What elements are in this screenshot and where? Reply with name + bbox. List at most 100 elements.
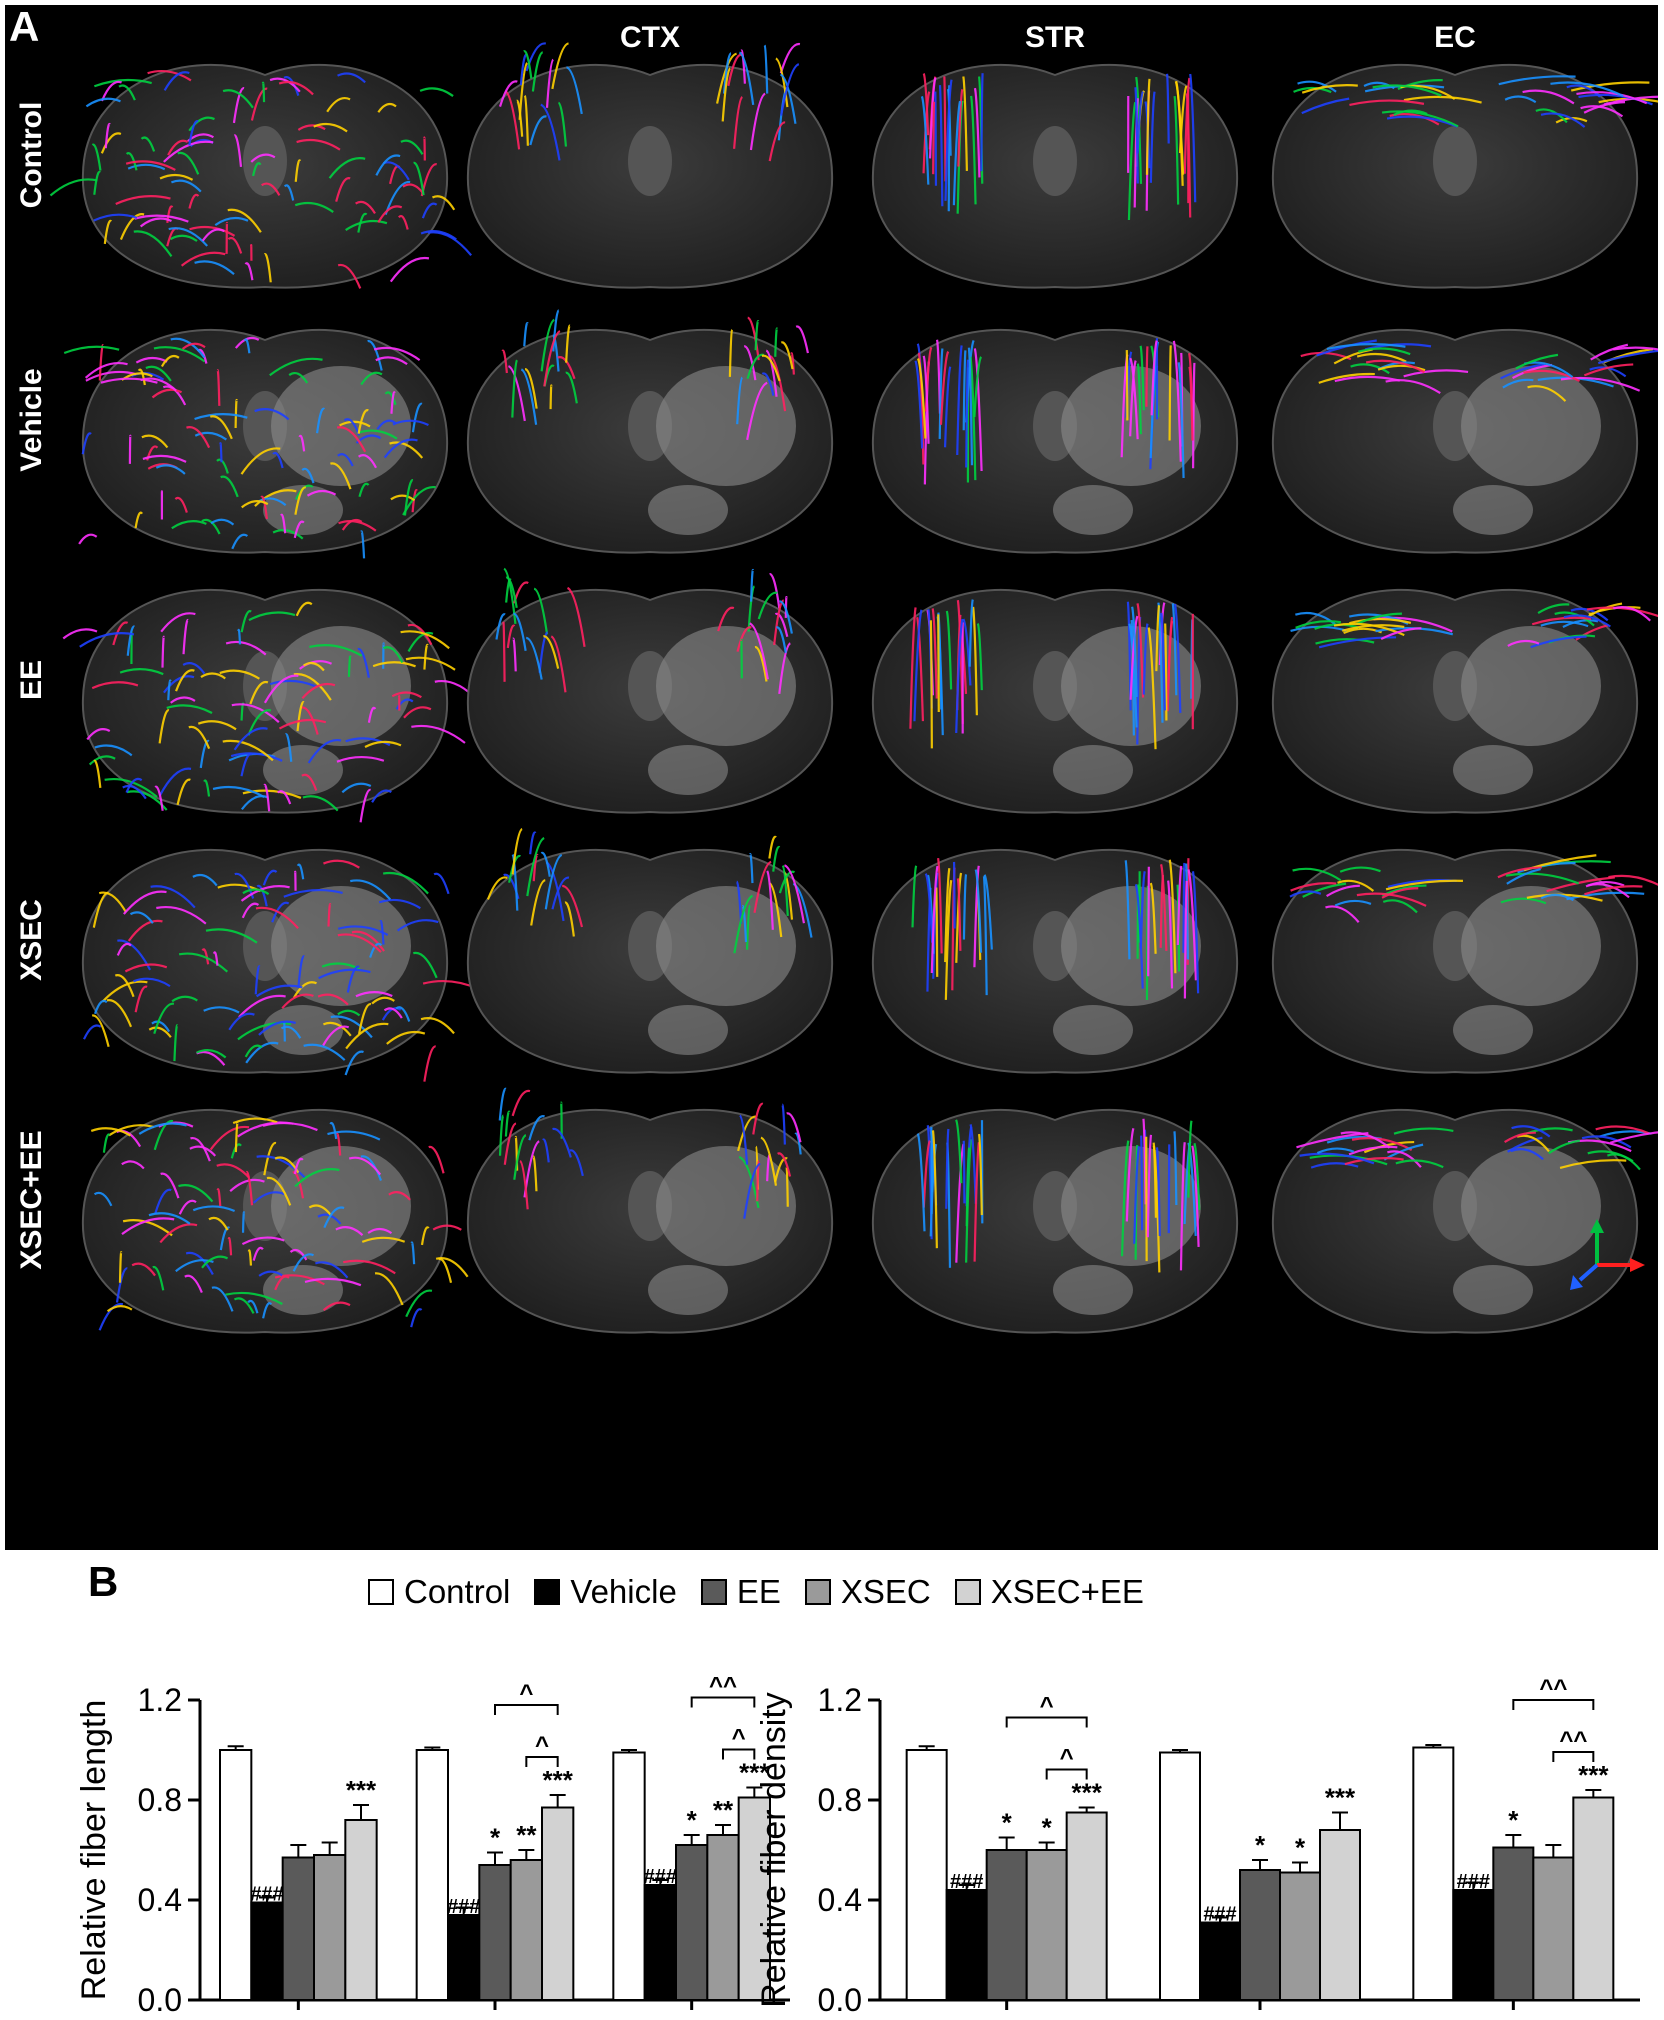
fiber (1350, 363, 1390, 375)
fiber (1142, 623, 1149, 695)
fiber (1500, 362, 1546, 380)
fiber (1612, 346, 1658, 351)
fiber (552, 1127, 572, 1158)
fiber (299, 660, 332, 670)
fiber (937, 614, 940, 713)
fiber (733, 95, 744, 149)
fiber (760, 1136, 778, 1186)
fiber (142, 454, 187, 463)
fiber (234, 1121, 239, 1153)
fiber (138, 1122, 187, 1135)
fiber (495, 613, 506, 640)
fiber (201, 518, 221, 535)
fiber (203, 779, 211, 797)
fiber (151, 388, 183, 399)
fiber (1563, 614, 1611, 628)
fiber (337, 453, 354, 467)
fiber (209, 415, 233, 440)
lesion-area (1453, 1005, 1533, 1055)
row-label: Control (15, 102, 48, 209)
fiber (1140, 1135, 1144, 1231)
fiber (317, 1213, 342, 1225)
lesion-area (1461, 626, 1601, 746)
fiber (382, 871, 429, 895)
fiber (402, 183, 425, 195)
fiber (913, 609, 923, 722)
fiber (957, 89, 964, 167)
significance-label: *** (1071, 1778, 1102, 1808)
bracket-label: ^^ (1539, 1675, 1567, 1702)
fiber (294, 1168, 340, 1188)
fiber (127, 163, 166, 171)
bar (737, 1796, 772, 2001)
fiber (1160, 612, 1166, 711)
x-tick-label: STR (461, 2014, 529, 2020)
fiber (973, 1142, 980, 1262)
fiber (212, 951, 219, 966)
fiber (170, 179, 202, 193)
fiber (533, 587, 549, 635)
fiber (174, 496, 188, 513)
fiber (241, 1236, 285, 1246)
y-axis-label: Relative fiber density (755, 1692, 793, 2008)
fiber (778, 642, 792, 694)
fiber (216, 1163, 250, 1179)
fiber (283, 76, 300, 96)
fiber (939, 351, 950, 425)
fiber (1191, 871, 1200, 994)
fiber (112, 621, 129, 646)
fiber (134, 511, 143, 529)
fiber (375, 154, 401, 176)
fiber (269, 77, 301, 93)
fiber (383, 438, 418, 459)
fiber (1149, 882, 1157, 954)
fiber (245, 1170, 254, 1206)
fiber (147, 70, 192, 82)
significance-label: * (1002, 1808, 1013, 1838)
fiber (243, 338, 251, 354)
fiber (388, 1191, 411, 1201)
fiber (137, 368, 146, 386)
y-tick-label: 0.4 (138, 1882, 182, 1918)
fiber (518, 62, 529, 120)
significance-label: ** (516, 1820, 537, 1850)
fiber (944, 879, 953, 1000)
fiber (367, 1227, 393, 1235)
fiber (965, 359, 970, 468)
bar (415, 1749, 449, 2001)
bar (1279, 1871, 1321, 2001)
fiber (980, 73, 984, 172)
brain-slice (871, 328, 1239, 554)
fiber (1185, 93, 1192, 218)
fiber (1381, 887, 1419, 899)
fiber (188, 725, 211, 750)
comparison-bracket (722, 1748, 756, 1760)
fiber (231, 703, 280, 723)
fiber (151, 1020, 171, 1033)
fiber (1377, 364, 1426, 372)
fiber (969, 356, 977, 481)
fiber (769, 573, 781, 609)
fiber (410, 1308, 423, 1328)
fiber (297, 124, 326, 131)
fiber (945, 1128, 950, 1209)
fiber (244, 262, 254, 281)
fiber (1515, 353, 1559, 370)
axis-arrowhead (1590, 1219, 1604, 1233)
fiber (511, 853, 519, 911)
fiber (1356, 892, 1427, 907)
x-tick-label: STR (1226, 2014, 1294, 2020)
fiber (1403, 369, 1469, 378)
fiber (390, 391, 396, 414)
brain-slice (1271, 588, 1658, 814)
fiber (240, 447, 281, 475)
fiber (501, 349, 508, 374)
legend-label-vehicle: Vehicle (570, 1573, 677, 1610)
y-tick-label: 0.0 (138, 1982, 182, 2018)
legend-swatch-xsec-ee (954, 1579, 981, 1605)
brain-slice (63, 328, 449, 559)
fiber (167, 139, 189, 156)
fiber (1191, 1145, 1200, 1247)
fiber (263, 674, 299, 704)
bracket-label: ^ (732, 1725, 746, 1752)
